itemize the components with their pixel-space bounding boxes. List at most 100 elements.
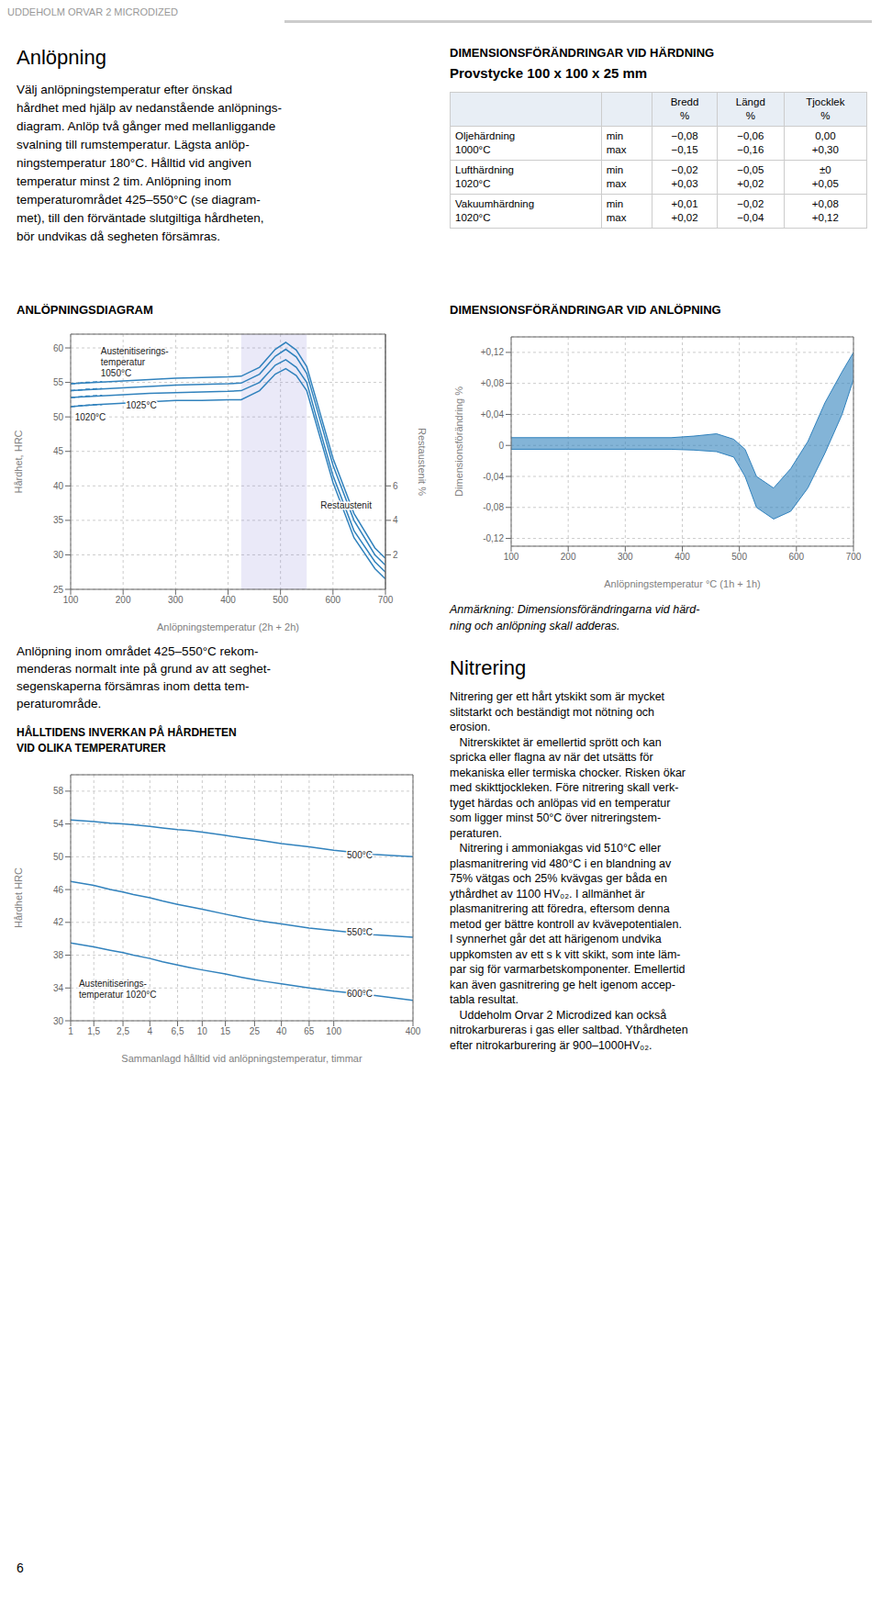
- svg-text:10: 10: [197, 1025, 209, 1037]
- svg-text:1025°C: 1025°C: [125, 400, 157, 411]
- html-text:Lufthärdning 1020°C: Lufthärdning 1020°C: [455, 164, 514, 190]
- svg-text:-0,08: -0,08: [482, 501, 504, 513]
- svg-text:60: 60: [53, 343, 65, 354]
- html-text:−0,02 +0,03: −0,02 +0,03: [671, 164, 699, 190]
- svg-text:6,5: 6,5: [171, 1025, 185, 1037]
- svg-text:-0,04: -0,04: [482, 471, 504, 482]
- html-text:−0,06 −0,16: −0,06 −0,16: [737, 130, 764, 156]
- svg-text:54: 54: [53, 818, 65, 829]
- svg-text:34: 34: [53, 982, 65, 993]
- html-text:DIMENSIONSFÖRÄNDRINGAR VID HÄR: DIMENSIONSFÖRÄNDRINGAR VID HÄRDNING: [449, 45, 715, 60]
- svg-text:2: 2: [392, 549, 399, 560]
- svg-text:4: 4: [147, 1025, 154, 1037]
- html-text:−0,02 −0,04: −0,02 −0,04: [737, 198, 764, 224]
- svg-text:300: 300: [167, 594, 184, 605]
- svg-text:55: 55: [53, 377, 65, 388]
- html-text:min max: min max: [606, 198, 627, 224]
- html-text:Anlöpning: Anlöpning: [16, 45, 107, 69]
- svg-text:Hårdhet HRC: Hårdhet HRC: [12, 867, 24, 928]
- html-text:min max: min max: [606, 130, 627, 156]
- html-text:Provstycke 100 x 100 x 25 mm: Provstycke 100 x 100 x 25 mm: [449, 65, 648, 81]
- svg-text:45: 45: [53, 446, 65, 457]
- html-text:Bredd %: Bredd %: [670, 96, 699, 122]
- svg-text:400: 400: [405, 1025, 422, 1037]
- svg-text:-0,12: -0,12: [482, 533, 504, 544]
- svg-text:+0,04: +0,04: [480, 409, 505, 420]
- svg-text:Austenitiserings-temperatur105: Austenitiserings-temperatur1050°C: [100, 345, 169, 379]
- svg-text:400: 400: [220, 594, 236, 605]
- html-text:min max: min max: [606, 164, 627, 190]
- svg-text:Hårdhet, HRC: Hårdhet, HRC: [12, 429, 24, 493]
- svg-text:500: 500: [272, 594, 289, 605]
- html-text:diagram. Anlöp två gånger med: diagram. Anlöp två gånger med mellanligg…: [16, 119, 276, 134]
- html-text:±0 +0,05: ±0 +0,05: [811, 164, 839, 190]
- svg-text:1: 1: [67, 1025, 74, 1037]
- svg-text:Dimensionsförändring %: Dimensionsförändring %: [453, 386, 465, 497]
- svg-text:100: 100: [503, 551, 520, 562]
- svg-text:200: 200: [115, 594, 132, 605]
- svg-text:200: 200: [560, 551, 577, 562]
- svg-text:42: 42: [53, 916, 65, 927]
- svg-text:600°C: 600°C: [346, 988, 373, 999]
- html-text:HÅLLTIDENS INVERKAN PÅ HÅRDHET: HÅLLTIDENS INVERKAN PÅ HÅRDHETEN VID OLI…: [16, 725, 237, 755]
- html-text:Välj anlöpningstemperatur efte: Välj anlöpningstemperatur efter önskad: [16, 82, 233, 97]
- html-text:−0,05 +0,02: −0,05 +0,02: [737, 164, 764, 190]
- html-text:−0,08 −0,15: −0,08 −0,15: [671, 130, 699, 156]
- html-text:ANLÖPNINGSDIAGRAM: ANLÖPNINGSDIAGRAM: [16, 302, 154, 317]
- svg-text:38: 38: [53, 949, 65, 960]
- svg-text:Anlöpningstemperatur (2h + 2h): Anlöpningstemperatur (2h + 2h): [156, 621, 300, 633]
- svg-text:46: 46: [53, 884, 65, 895]
- html-text:hårdhet med hjälp av nedanståe: hårdhet med hjälp av nedanstående anlöpn…: [16, 100, 282, 115]
- svg-text:600: 600: [324, 594, 341, 605]
- svg-text:58: 58: [53, 785, 65, 796]
- svg-text:30: 30: [53, 1015, 65, 1026]
- html-text:Oljehärdning 1000°C: Oljehärdning 1000°C: [455, 130, 516, 156]
- svg-text:600: 600: [788, 551, 804, 562]
- html-text:temperaturområdet 425–550°C (s: temperaturområdet 425–550°C (se diagram-: [16, 192, 261, 207]
- html-text:svalning till rumstemperatur.: svalning till rumstemperatur. Lägsta anl…: [16, 137, 250, 152]
- svg-text:1,5: 1,5: [87, 1025, 101, 1037]
- html-text:Vakuumhärdning 1020°C: Vakuumhärdning 1020°C: [455, 198, 535, 224]
- svg-text:100: 100: [325, 1025, 342, 1037]
- svg-text:1020°C: 1020°C: [75, 412, 106, 423]
- svg-text:6: 6: [392, 480, 399, 491]
- html-text:temperatur minst 2 tim. Anlöpn: temperatur minst 2 tim. Anlöpning inom: [16, 174, 232, 189]
- svg-text:35: 35: [53, 514, 65, 525]
- html-text:0,00 +0,30: 0,00 +0,30: [811, 130, 839, 156]
- html-text:menderas normalt inte på grund: menderas normalt inte på grund av att se…: [16, 661, 271, 676]
- svg-text:30: 30: [53, 549, 65, 560]
- svg-text:15: 15: [220, 1025, 232, 1037]
- svg-text:300: 300: [617, 551, 634, 562]
- svg-text:550°C: 550°C: [346, 926, 373, 937]
- svg-text:Anlöpningstemperatur °C (1h +: Anlöpningstemperatur °C (1h + 1h): [603, 578, 760, 590]
- svg-text:Austenitiserings-temperatur 10: Austenitiserings-temperatur 1020°C: [78, 978, 157, 1000]
- svg-text:50: 50: [53, 412, 65, 423]
- svg-text:4: 4: [392, 514, 399, 525]
- html-text:Nitrering: Nitrering: [449, 656, 526, 680]
- svg-text:40: 40: [276, 1025, 288, 1037]
- svg-text:700: 700: [846, 551, 862, 562]
- svg-text:100: 100: [63, 594, 79, 605]
- svg-text:2,5: 2,5: [116, 1025, 130, 1037]
- svg-text:40: 40: [53, 480, 65, 491]
- html-text:+0,01 +0,02: +0,01 +0,02: [671, 198, 699, 224]
- svg-text:50: 50: [53, 851, 65, 862]
- svg-text:0: 0: [498, 440, 504, 451]
- svg-text:25: 25: [53, 584, 65, 595]
- svg-text:65: 65: [303, 1025, 315, 1037]
- svg-text:700: 700: [378, 594, 394, 605]
- svg-text:25: 25: [249, 1025, 261, 1037]
- html-text:+0,08 +0,12: +0,08 +0,12: [811, 198, 839, 224]
- svg-text:500: 500: [731, 551, 748, 562]
- svg-text:+0,12: +0,12: [480, 346, 505, 357]
- svg-text:Sammanlagd hålltid vid anlöpni: Sammanlagd hålltid vid anlöpningstempera…: [121, 1052, 363, 1064]
- svg-text:500°C: 500°C: [346, 849, 373, 860]
- svg-text:400: 400: [674, 551, 691, 562]
- html-text:DIMENSIONSFÖRÄNDRINGAR VID ANL: DIMENSIONSFÖRÄNDRINGAR VID ANLÖPNING: [449, 302, 721, 317]
- html-text:bör undvikas då segheten försä: bör undvikas då segheten försämras.: [16, 229, 221, 244]
- svg-text:+0,08: +0,08: [480, 378, 505, 389]
- html-text:Tjocklek %: Tjocklek %: [806, 96, 845, 122]
- html-text:Längd %: Längd %: [735, 96, 766, 122]
- svg-text:Restaustenit %: Restaustenit %: [416, 427, 428, 496]
- svg-text:Restaustenit: Restaustenit: [320, 500, 372, 511]
